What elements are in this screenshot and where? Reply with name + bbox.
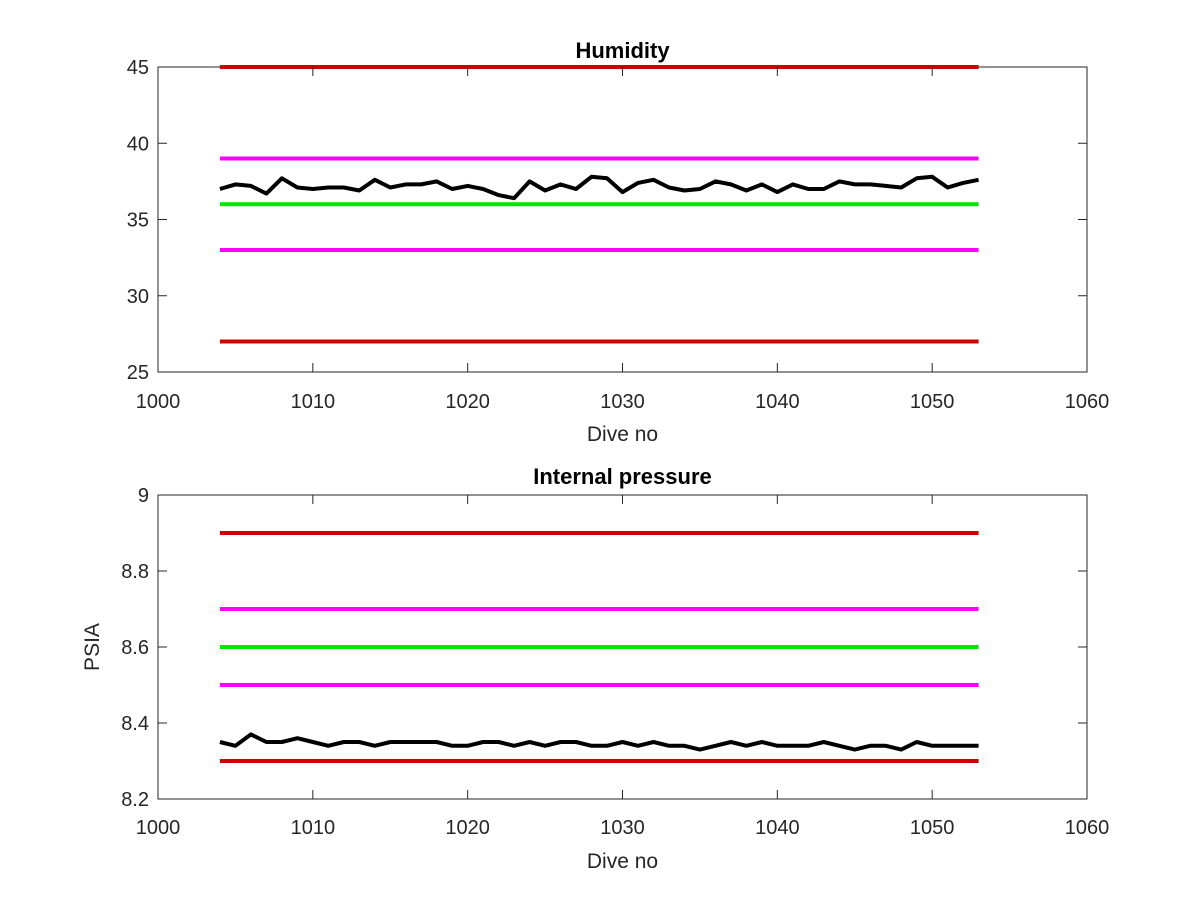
chart-panel-1: 1000 1010 1020 1030 1040 1050 1060 25 30 35 40 45 Hu… bbox=[127, 38, 1110, 446]
x-tick-label: 1000 bbox=[136, 391, 181, 413]
y-axis-label: PSIA bbox=[81, 623, 104, 671]
chart-title: Internal pressure bbox=[533, 464, 712, 489]
x-tick-label: 1040 bbox=[755, 391, 800, 413]
y-tick-label: 8.2 bbox=[121, 789, 149, 811]
x-axis-label: Dive no bbox=[587, 850, 658, 873]
x-tick-label: 1050 bbox=[910, 817, 955, 839]
x-tick-label: 1030 bbox=[600, 817, 645, 839]
y-tick-label: 45 bbox=[127, 57, 149, 79]
data-series-line-1 bbox=[219, 174, 979, 201]
y-tick-label: 40 bbox=[127, 133, 149, 155]
x-tick-label: 1050 bbox=[910, 391, 955, 413]
axes-box bbox=[157, 66, 1088, 373]
x-tick-label: 1020 bbox=[445, 817, 490, 839]
x-axis-label: Dive no bbox=[587, 423, 658, 446]
x-tick-label: 1030 bbox=[600, 391, 645, 413]
x-tick-label: 1020 bbox=[445, 391, 490, 413]
y-tick-label: 35 bbox=[127, 210, 149, 232]
y-tick-label: 25 bbox=[127, 362, 149, 384]
x-tick-label: 1060 bbox=[1065, 817, 1110, 839]
data-series-line-1 bbox=[219, 732, 979, 752]
y-tick-label: 8.6 bbox=[121, 637, 149, 659]
x-tick-label: 1010 bbox=[291, 817, 336, 839]
x-tick-label: 1040 bbox=[755, 817, 800, 839]
y-tick-label: 8.4 bbox=[121, 713, 149, 735]
chart-panel-2: 1000 1010 1020 1030 1040 1050 1060 8.2 8.4 8.6 8.8… bbox=[81, 464, 1109, 873]
x-tick-label: 1060 bbox=[1065, 391, 1110, 413]
chart-title: Humidity bbox=[575, 38, 670, 63]
x-tick-label: 1010 bbox=[291, 391, 336, 413]
y-tick-label: 8.8 bbox=[121, 561, 149, 583]
x-tick-label: 1000 bbox=[136, 817, 181, 839]
y-tick-label: 9 bbox=[138, 485, 149, 507]
y-tick-label: 30 bbox=[127, 286, 149, 308]
